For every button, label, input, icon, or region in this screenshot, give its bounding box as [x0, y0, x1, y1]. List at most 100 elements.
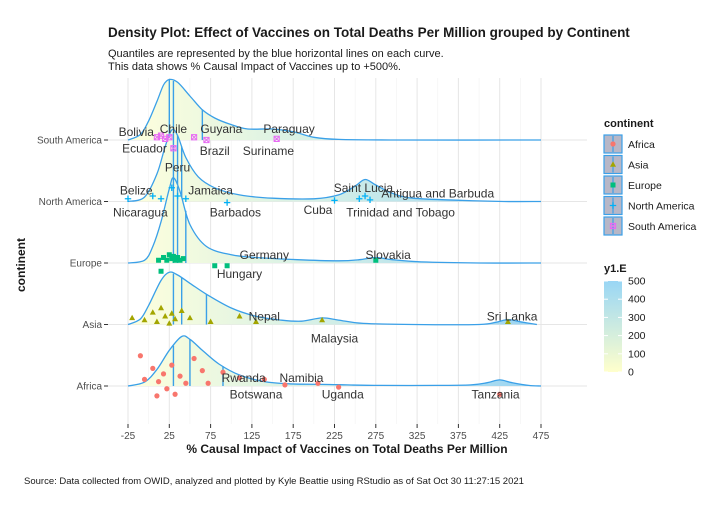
legend-key-marker-europe: [610, 182, 616, 188]
data-point-north-america: [168, 184, 175, 191]
data-point-north-america: [356, 195, 363, 202]
legend-key-marker-south-america: [609, 222, 617, 230]
country-label-africa: Tanzania: [472, 387, 520, 401]
data-point-africa: [154, 393, 160, 399]
data-point-africa: [141, 376, 148, 382]
country-label-africa: Rwanda: [222, 371, 266, 385]
data-point-asia: [253, 318, 260, 324]
country-label-asia: Malaysia: [311, 331, 359, 345]
data-point-africa: [261, 376, 267, 382]
country-label-north-america: Jamaica: [188, 184, 233, 198]
x-tick-label: 325: [409, 431, 426, 442]
fill-legend-tick-label: 300: [628, 312, 646, 324]
data-point-africa: [315, 380, 321, 386]
fill-legend-tick-label: 400: [628, 294, 646, 306]
data-point-africa: [177, 373, 183, 379]
country-label-north-america: Trinidad and Tobago: [346, 206, 455, 220]
data-point-africa: [205, 380, 211, 386]
fill-legend-tick-label: 200: [628, 330, 646, 342]
continent-legend-title: continent: [604, 118, 654, 130]
continent-legend: continent Africa Asia Europe North America S…: [603, 118, 696, 236]
country-label-south-america: Bolivia: [119, 125, 155, 139]
data-point-europe: [373, 257, 379, 263]
data-point-africa: [160, 371, 167, 377]
x-tick-label: 225: [326, 431, 343, 442]
data-point-africa: [169, 362, 175, 368]
y-tick-label: North America: [39, 197, 103, 208]
country-label-south-america: Chile: [160, 122, 188, 136]
legend-key-marker-asia: [610, 161, 616, 167]
data-point-asia: [172, 315, 179, 322]
data-point-africa: [150, 365, 156, 371]
data-point-europe: [158, 268, 164, 274]
ridge-line-africa: [127, 335, 542, 387]
ridge-line-asia: [127, 271, 538, 326]
y-axis-title: continent: [14, 238, 28, 292]
chart-subtitle-line-1: Quantiles are represented by the blue ho…: [108, 48, 444, 60]
country-label-africa: Namibia: [279, 371, 323, 385]
data-point-asia: [186, 314, 193, 321]
x-tick-label: 175: [285, 431, 302, 442]
country-label-south-america: Brazil: [200, 144, 230, 158]
data-point-africa: [236, 375, 243, 381]
data-point-north-america: [331, 197, 338, 204]
data-point-europe: [156, 257, 162, 263]
country-label-europe: Germany: [240, 248, 289, 262]
data-point-south-america: [273, 135, 280, 142]
data-point-africa: [336, 384, 342, 390]
data-point-africa: [199, 368, 205, 374]
country-label-south-america: Ecuador: [122, 141, 167, 155]
country-label-south-america: Suriname: [243, 144, 295, 158]
data-point-south-america: [203, 136, 210, 144]
data-point-asia: [178, 307, 185, 313]
country-label-north-america: Antigua and Barbuda: [381, 186, 494, 200]
x-tick-label: 125: [244, 431, 261, 442]
data-point-europe: [175, 255, 181, 260]
y-tick-label: Europe: [70, 259, 103, 270]
data-point-europe: [180, 256, 186, 262]
data-point-asia: [236, 313, 243, 319]
y-axis: Africa Asia Europe North America South Ameri…: [37, 136, 108, 393]
data-point-africa: [137, 353, 143, 359]
x-axis: -25 25 75 125 175 225 275 325 375 425 475: [121, 424, 550, 442]
x-tick-label: 75: [205, 431, 217, 442]
data-point-africa: [183, 380, 189, 386]
data-point-asia: [504, 318, 511, 324]
country-label-south-america: Paraguay: [263, 122, 314, 136]
legend-key-marker-africa: [610, 141, 616, 147]
country-label-asia: Nepal: [249, 309, 280, 323]
data-point-africa: [164, 386, 170, 392]
data-point-europe: [170, 253, 176, 259]
legend-label-north-america: North America: [628, 201, 695, 213]
y-tick-label: Africa: [76, 382, 102, 393]
fill-legend-tick-label: 500: [628, 276, 646, 288]
country-label-north-america: Cuba: [304, 203, 333, 217]
y-tick-label: South America: [37, 136, 102, 147]
country-label-europe: Hungary: [217, 267, 262, 281]
data-point-europe: [177, 257, 183, 263]
data-point-africa: [155, 379, 162, 385]
country-label-africa: Uganda: [322, 387, 364, 401]
x-axis-title: % Causal Impact of Vaccines on Total Dea…: [186, 442, 507, 456]
country-labels: Rwanda Namibia Botswana Uganda Tanzania Nepal…: [113, 122, 538, 401]
data-point-south-america: [166, 134, 173, 141]
data-point-asia: [168, 310, 175, 316]
country-label-south-america: Peru: [165, 161, 190, 175]
fill-legend-title: y1.E: [604, 263, 627, 275]
data-point-north-america: [174, 192, 181, 200]
data-point-north-america: [361, 192, 369, 200]
legend-label-africa: Africa: [628, 139, 655, 151]
fill-legend-tick-label: 0: [628, 367, 634, 379]
data-point-europe: [224, 263, 230, 269]
x-tick-label: 275: [367, 431, 384, 442]
legend-key-marker-north-america: [609, 202, 617, 209]
data-point-asia: [149, 309, 156, 315]
data-point-asia: [319, 316, 326, 323]
country-label-europe: Slovakia: [366, 248, 412, 262]
ridge-fill-asia: [128, 272, 537, 325]
data-point-asia: [141, 316, 148, 323]
country-label-north-america: Nicaragua: [113, 206, 168, 220]
ridge-fill-africa: [128, 335, 541, 386]
x-tick-label: 25: [164, 431, 176, 442]
